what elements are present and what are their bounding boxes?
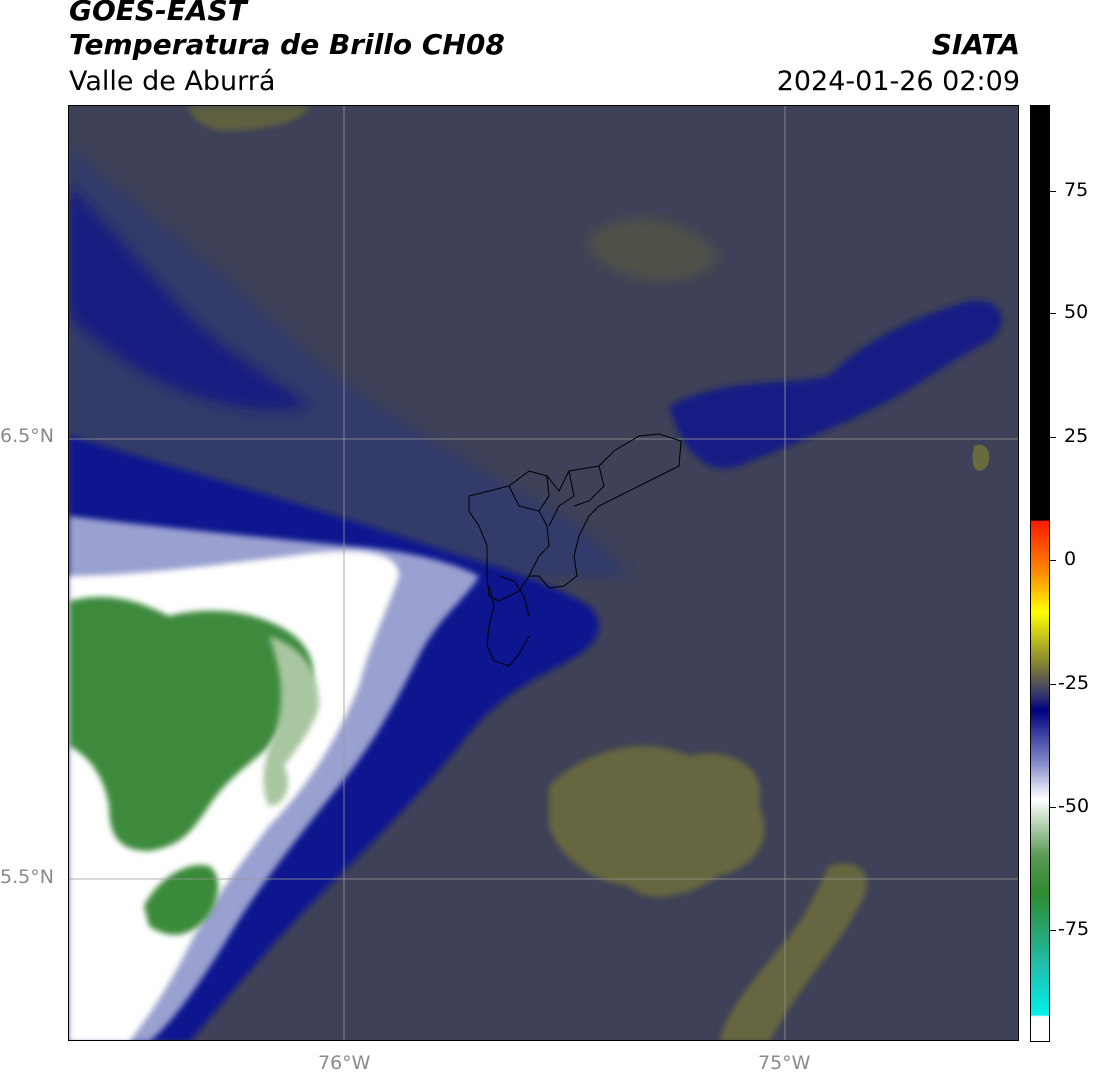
coldest-green-spot: [144, 865, 219, 935]
olive-patch-mid: [588, 218, 719, 281]
olive-patch-top: [189, 106, 309, 131]
cb-label-50: 50: [1064, 301, 1089, 323]
colorbar-gradient: [1031, 106, 1049, 1041]
navy-streak-east: [669, 300, 1002, 469]
cb-label-0: 0: [1064, 548, 1077, 570]
lat-label-6-5: 6.5°N: [0, 425, 54, 447]
cb-label-25: 25: [1064, 425, 1089, 447]
region-subtitle: Valle de Aburrá: [69, 66, 276, 97]
lon-label-76w: 76°W: [318, 1052, 371, 1074]
olive-patch-small: [972, 444, 990, 471]
colorbar: [1030, 105, 1050, 1042]
olive-patch-lower: [549, 746, 765, 897]
cb-tick-neg25: [1050, 684, 1056, 685]
datetime-label: 2024-01-26 02:09: [776, 66, 1020, 97]
satellite-title: GOES-EAST: [69, 0, 247, 27]
lon-label-75w: 75°W: [758, 1052, 811, 1074]
cb-label-neg25: -25: [1058, 672, 1090, 694]
coldest-green-area: [69, 596, 313, 851]
cb-label-neg75: -75: [1058, 918, 1090, 940]
cb-tick-0: [1050, 560, 1056, 561]
product-title: Temperatura de Brillo CH08: [69, 28, 505, 61]
cb-label-neg50: -50: [1058, 795, 1090, 817]
olive-patch-right: [719, 863, 868, 1040]
navy-streak-upper-left: [69, 186, 309, 410]
lat-label-5-5: 5.5°N: [0, 866, 54, 888]
cb-tick-25: [1050, 437, 1056, 438]
cb-tick-neg50: [1050, 807, 1056, 808]
agency-label: SIATA: [931, 28, 1020, 61]
green-fringe: [263, 636, 319, 806]
cb-tick-neg75: [1050, 930, 1056, 931]
map-panel[interactable]: [68, 105, 1019, 1041]
cb-tick-75: [1050, 191, 1056, 192]
municipal-boundaries: [468, 433, 682, 667]
cb-label-75: 75: [1064, 179, 1089, 201]
brightness-temperature-map: [69, 106, 1018, 1040]
cb-tick-50: [1050, 313, 1056, 314]
upper-cool-region: [69, 146, 629, 576]
